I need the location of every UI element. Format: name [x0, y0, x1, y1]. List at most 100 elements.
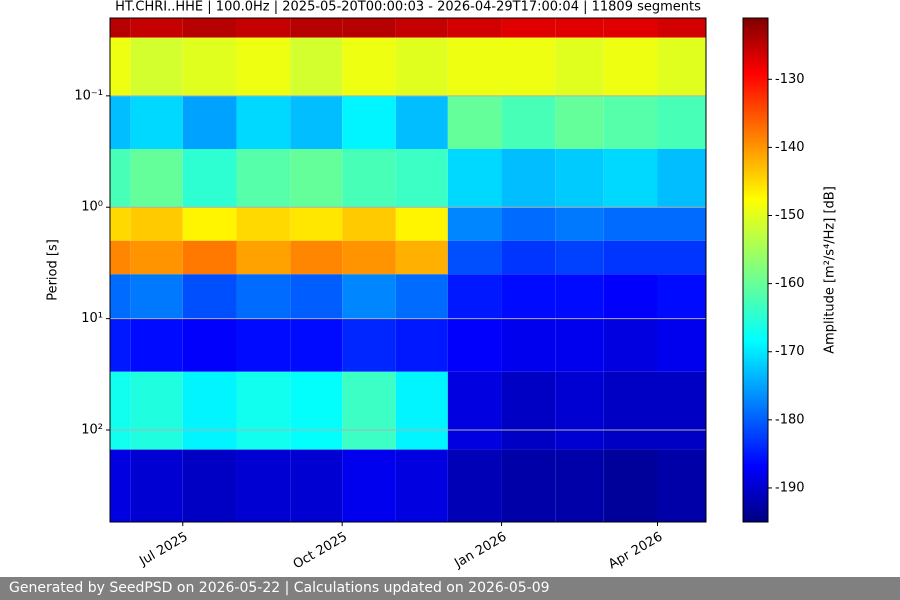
heat-cell [236, 18, 291, 38]
heat-cell [130, 207, 183, 241]
heat-cell [342, 18, 396, 38]
heat-cell [236, 37, 291, 96]
heat-cell [555, 449, 604, 522]
heat-cell [603, 18, 658, 38]
heat-cell [342, 318, 396, 372]
heat-cell [447, 449, 502, 522]
heat-cell [182, 371, 237, 450]
heat-cell [236, 207, 291, 241]
heat-cell [657, 37, 706, 96]
heat-cell [555, 37, 604, 96]
y-tick-label: 10² [81, 422, 103, 437]
heat-cell [501, 240, 556, 275]
heat-cell [657, 95, 706, 149]
heat-cell [110, 274, 131, 319]
heat-cell [603, 207, 658, 241]
colorbar-tick-label: -170 [775, 344, 805, 359]
heat-cell [182, 318, 237, 372]
heat-cell [447, 371, 502, 450]
heat-cell [236, 274, 291, 319]
heat-cell [501, 95, 556, 149]
heat-cell [130, 274, 183, 319]
heat-cell [395, 95, 448, 149]
heat-cell [501, 274, 556, 319]
heat-cell [657, 274, 706, 319]
footer-text: Generated by SeedPSD on 2026-05-22 | Cal… [9, 580, 550, 596]
heat-cell [501, 18, 556, 38]
heat-cell [603, 148, 658, 208]
heat-cell [290, 207, 343, 241]
y-axis-label: Period [s] [46, 239, 61, 301]
heat-cell [657, 371, 706, 450]
y-tick-label: 10⁻¹ [74, 88, 103, 103]
colorbar-tick-label: -140 [775, 140, 805, 155]
heat-cell [182, 148, 237, 208]
heat-cell [290, 449, 343, 522]
heat-cell [130, 148, 183, 208]
heat-cell [110, 449, 131, 522]
heat-cell [395, 18, 448, 38]
heat-cell [130, 318, 183, 372]
heat-cell [501, 318, 556, 372]
heat-cell [182, 95, 237, 149]
heat-cell [110, 240, 131, 275]
heat-cell [447, 95, 502, 149]
heat-cell [236, 95, 291, 149]
heat-cell [110, 207, 131, 241]
heat-cell [657, 449, 706, 522]
heat-cell [447, 318, 502, 372]
y-tick-label: 10⁰ [81, 200, 103, 215]
heat-cell [447, 274, 502, 319]
heat-cell [236, 318, 291, 372]
heat-cell [290, 18, 343, 38]
heat-cell [342, 449, 396, 522]
colorbar-tick-label: -190 [775, 480, 805, 495]
heat-cell [290, 371, 343, 450]
heat-cell [342, 148, 396, 208]
heat-cell [290, 318, 343, 372]
heat-cell [182, 18, 237, 38]
x-tick-label: Jan 2026 [451, 530, 509, 572]
heat-cell [603, 318, 658, 372]
heat-cell [555, 95, 604, 149]
heat-cell [501, 148, 556, 208]
heat-cell [447, 37, 502, 96]
heat-cell [603, 449, 658, 522]
heat-cell [342, 240, 396, 275]
heat-cell [130, 18, 183, 38]
heat-cell [657, 148, 706, 208]
heat-cell [290, 95, 343, 149]
heat-cell [657, 318, 706, 372]
heat-cell [290, 274, 343, 319]
heat-cell [342, 95, 396, 149]
colorbar-tick-label: -160 [775, 276, 805, 291]
heat-cell [395, 37, 448, 96]
heat-cell [130, 37, 183, 96]
chart-title: HT.CHRI..HHE | 100.0Hz | 2025-05-20T00:0… [115, 0, 701, 15]
heat-cell [657, 207, 706, 241]
heat-cell [110, 318, 131, 372]
heat-cell [501, 371, 556, 450]
heat-cell [555, 18, 604, 38]
heat-cell [290, 148, 343, 208]
heat-cell [182, 207, 237, 241]
colorbar-tick-label: -130 [775, 72, 805, 87]
colorbar-tick-label: -150 [775, 208, 805, 223]
y-tick-label: 10¹ [81, 311, 103, 326]
heat-cell [130, 449, 183, 522]
heat-cell [603, 37, 658, 96]
heat-cell [603, 95, 658, 149]
heat-cell [447, 240, 502, 275]
heat-cell [342, 371, 396, 450]
heat-cell [555, 207, 604, 241]
heat-cell [395, 449, 448, 522]
heat-cell [342, 207, 396, 241]
colorbar [742, 17, 769, 523]
heat-cell [130, 371, 183, 450]
heat-cell [447, 207, 502, 241]
heat-cell [555, 318, 604, 372]
heat-cell [603, 274, 658, 319]
heat-cell [395, 148, 448, 208]
heat-cell [395, 274, 448, 319]
